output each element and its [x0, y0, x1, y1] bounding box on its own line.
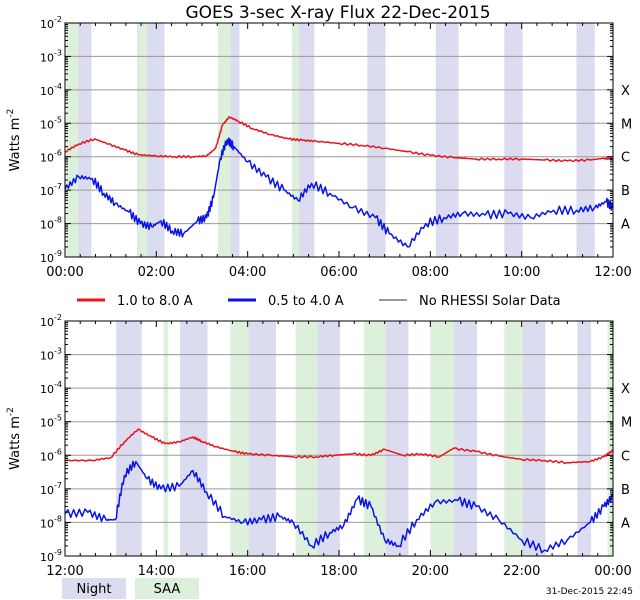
flare-class-label: X — [621, 84, 630, 99]
bottom-flux-panel: 10-2 10-3 10-4 10-5 10-6 10-7 10-8 10-9 X M C B A 12:… — [6, 313, 632, 579]
night-band — [454, 321, 477, 556]
flare-class-label: M — [621, 117, 632, 132]
night-band — [385, 321, 409, 556]
night-band — [577, 321, 592, 556]
y-tick-label: 10-6 — [40, 447, 62, 463]
band-legend: Night SAA — [62, 578, 199, 599]
x-tick-label: 20:00 — [412, 564, 449, 579]
legend-label-norhessi: No RHESSI Solar Data — [419, 294, 561, 309]
y-tick-label: 10-6 — [40, 149, 62, 165]
chart-title: GOES 3-sec X-ray Flux 22-Dec-2015 — [185, 3, 490, 23]
night-band — [576, 23, 595, 257]
saa-band — [217, 23, 231, 257]
y-tick-label: 10-2 — [40, 313, 62, 329]
night-band — [77, 23, 92, 257]
flare-class-label: A — [621, 218, 630, 233]
flare-class-label: A — [621, 516, 630, 531]
x-tick-label: 06:00 — [320, 265, 357, 280]
y-axis-label: Watts m-2 — [6, 109, 23, 172]
legend-label-long: 1.0 to 8.0 A — [117, 294, 193, 309]
legend-label-short: 0.5 to 4.0 A — [268, 294, 344, 309]
series-long-channel — [64, 428, 614, 465]
saa-band — [364, 321, 386, 556]
series-long-channel — [64, 116, 614, 163]
night-band — [317, 321, 340, 556]
x-tick-label: 12:00 — [594, 265, 631, 280]
legend: 1.0 to 8.0 A 0.5 to 4.0 A No RHESSI Sola… — [77, 294, 561, 309]
flare-class-label: B — [621, 184, 630, 199]
saa-band — [607, 321, 613, 556]
saa-band — [163, 321, 169, 556]
x-tick-label: 18:00 — [320, 564, 357, 579]
night-band — [230, 23, 240, 257]
series-short-channel — [64, 460, 614, 554]
y-tick-label: 10-5 — [40, 115, 62, 131]
saa-band — [430, 321, 455, 556]
saa-swatch — [135, 578, 199, 599]
x-tick-label: 14:00 — [138, 564, 175, 579]
y-tick-label: 10-4 — [40, 82, 62, 98]
saa-band — [138, 23, 148, 257]
y-axis-label: Watts m-2 — [6, 407, 23, 470]
x-tick-label: 10:00 — [503, 265, 540, 280]
y-tick-label: 10-5 — [40, 414, 62, 430]
flare-class-label: X — [621, 382, 630, 397]
x-tick-label: 02:00 — [138, 265, 175, 280]
y-tick-label: 10-7 — [40, 481, 62, 497]
x-tick-label: 04:00 — [229, 265, 266, 280]
night-band — [435, 23, 459, 257]
y-tick-label: 10-3 — [40, 347, 62, 363]
y-tick-label: 10-2 — [40, 15, 62, 31]
night-label: Night — [77, 582, 112, 597]
saa-band — [230, 321, 249, 556]
generated-timestamp: 31-Dec-2015 22:45 — [546, 587, 633, 597]
saa-band — [66, 23, 78, 257]
saa-band — [504, 321, 523, 556]
top-flux-panel: 10-2 10-3 10-4 10-5 10-6 10-7 10-8 10-9 X M C B A 00:… — [6, 15, 632, 280]
y-tick-label: 10-4 — [40, 380, 62, 396]
x-tick-label: 08:00 — [412, 265, 449, 280]
saa-band — [295, 321, 318, 556]
night-band — [504, 23, 523, 257]
x-tick-label: 22:00 — [503, 564, 540, 579]
y-tick-label: 10-7 — [40, 182, 62, 198]
x-tick-label: 00:00 — [46, 265, 83, 280]
night-band — [522, 321, 546, 556]
night-swatch — [62, 578, 126, 599]
y-tick-label: 10-3 — [40, 48, 62, 64]
y-tick-label: 10-9 — [40, 548, 62, 564]
saa-label: SAA — [154, 582, 181, 597]
series-short-channel — [64, 137, 614, 248]
flare-class-label: C — [621, 449, 630, 464]
y-tick-label: 10-8 — [40, 514, 62, 530]
y-tick-label: 10-8 — [40, 216, 62, 232]
x-tick-label: 16:00 — [229, 564, 266, 579]
flare-class-label: M — [621, 416, 632, 431]
flare-class-label: C — [621, 151, 630, 166]
x-tick-label: 12:00 — [46, 564, 83, 579]
x-tick-label: 00:00 — [594, 564, 631, 579]
y-tick-label: 10-9 — [40, 249, 62, 265]
night-band — [367, 23, 386, 257]
flare-class-label: B — [621, 483, 630, 498]
